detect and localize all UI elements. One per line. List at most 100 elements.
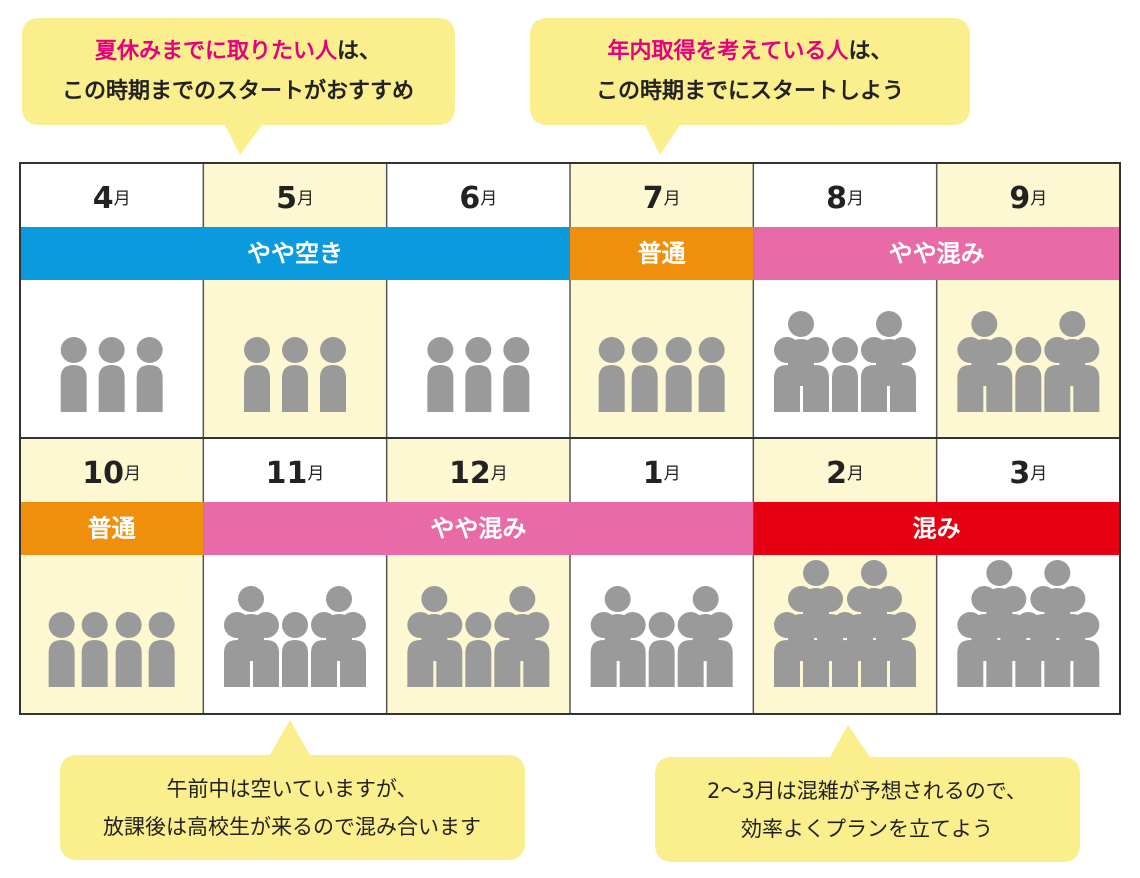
month-label: 9月: [1009, 181, 1047, 216]
person-head: [1015, 337, 1042, 363]
person-head: [1044, 560, 1071, 586]
person-body: [986, 365, 1013, 412]
person-head: [861, 560, 887, 586]
person-head: [648, 612, 675, 638]
person-head: [1015, 612, 1042, 638]
person-body: [282, 640, 308, 687]
month-label: 2月: [826, 456, 864, 491]
callout-line: 夏休みまでに取りたい人は、: [95, 39, 381, 64]
callout-line: 効率よくプランを立てよう: [741, 817, 993, 841]
person-body: [115, 640, 142, 687]
people-cell: [570, 280, 754, 439]
person-head: [677, 612, 704, 638]
callout-line: この時期までのスタートがおすすめ: [62, 78, 414, 104]
month-number: 9: [1009, 181, 1030, 216]
callout-line: 2～3月は混雑が予想されるので、: [707, 779, 1027, 803]
header-cell: [936, 438, 1120, 502]
month-label: 11月: [266, 456, 325, 491]
person-head: [1044, 612, 1071, 638]
person-head: [421, 586, 448, 612]
header-cell: [753, 163, 937, 227]
person-head: [282, 337, 308, 363]
grid-border: [19, 162, 1121, 715]
person-head: [465, 612, 492, 638]
month-label: 7月: [643, 181, 681, 216]
month-unit: 月: [124, 464, 141, 484]
month-unit: 月: [491, 464, 508, 484]
person-head: [890, 612, 916, 638]
header-cell: [753, 438, 937, 502]
status-bar: [753, 502, 1120, 555]
callout-line: この時期までにスタートしよう: [596, 79, 904, 104]
people-cell: [20, 555, 204, 714]
month-number: 6: [459, 181, 480, 216]
status-label: 普通: [88, 515, 137, 543]
person-body: [1044, 640, 1071, 687]
status-label: やや混み: [430, 515, 526, 543]
month-label: 8月: [826, 181, 864, 216]
status-bar: [203, 502, 754, 555]
person-head: [1073, 612, 1100, 638]
month-unit: 月: [1030, 464, 1047, 484]
header-cell: [203, 438, 387, 502]
person-head: [692, 586, 719, 612]
callout-line: 放課後は高校生が来るので混み合います: [103, 815, 481, 839]
status-label: やや空き: [247, 240, 343, 268]
header-cell: [20, 438, 204, 502]
person-body: [224, 640, 250, 687]
person-body: [311, 640, 337, 687]
person-head: [1059, 586, 1086, 612]
person-head: [48, 612, 75, 638]
person-body: [986, 640, 1013, 687]
person-head: [81, 612, 108, 638]
person-head: [971, 586, 998, 612]
month-number: 10: [82, 456, 124, 491]
month-number: 7: [643, 181, 664, 216]
person-head: [957, 337, 984, 363]
person-head: [861, 612, 887, 638]
person-body: [244, 365, 270, 412]
person-head: [698, 337, 725, 363]
person-body: [774, 365, 800, 412]
person-head: [148, 612, 175, 638]
person-body: [436, 640, 463, 687]
person-body: [803, 365, 829, 412]
person-body: [890, 640, 916, 687]
person-head: [523, 612, 550, 638]
person-head: [238, 586, 264, 612]
month-number: 3: [1009, 456, 1030, 491]
person-body: [465, 365, 492, 412]
person-head: [503, 337, 530, 363]
person-body: [890, 365, 916, 412]
month-unit: 月: [297, 189, 314, 209]
month-unit: 月: [664, 189, 681, 209]
person-head: [832, 612, 858, 638]
person-body: [148, 640, 175, 687]
month-label: 5月: [276, 181, 314, 216]
month-number: 5: [276, 181, 297, 216]
person-head: [311, 612, 337, 638]
highlight: 夏休みまでに取りたい人: [95, 39, 338, 64]
person-head: [986, 560, 1013, 586]
header-cell: [936, 163, 1120, 227]
top-callout-right: [530, 18, 970, 155]
month-number: 2: [826, 456, 847, 491]
month-label: 10月: [82, 456, 141, 491]
person-head: [619, 612, 646, 638]
person-head: [706, 612, 733, 638]
person-body: [698, 365, 725, 412]
person-head: [1073, 337, 1100, 363]
person-body: [631, 365, 658, 412]
person-head: [832, 337, 858, 363]
calendar-grid: 4月 5月 6月 7月 8月 9月やや空き 普通 やや混み10月 11月 12月 1月 2月 3月普通や…: [19, 162, 1121, 715]
highlight: 年内取得を考えている人: [608, 38, 850, 64]
month-unit: 月: [307, 464, 324, 484]
top-callout-left: [22, 18, 455, 155]
header-cell: [570, 163, 754, 227]
person-head: [326, 586, 352, 612]
person-head: [847, 586, 873, 612]
callout-line: 年内取得を考えている人は、: [608, 38, 893, 64]
month-number: 4: [93, 181, 114, 216]
header-cell: [386, 163, 570, 227]
